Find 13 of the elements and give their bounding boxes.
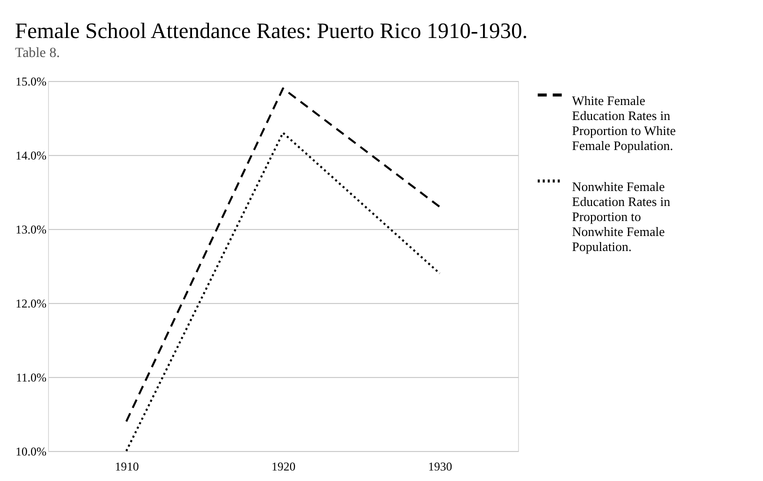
x-tick-label: 1930 bbox=[428, 460, 452, 474]
y-tick-label: 14.0% bbox=[16, 148, 46, 162]
x-tick-label: 1920 bbox=[272, 460, 296, 474]
chart-title: Female School Attendance Rates: Puerto Rico 1910-1930. bbox=[15, 18, 528, 43]
y-tick-label: 12.0% bbox=[16, 296, 46, 310]
y-tick-label: 13.0% bbox=[16, 222, 46, 236]
y-tick-label: 15.0% bbox=[16, 74, 46, 88]
legend-label: White Female Education Rates in Proportion to White Female Population. bbox=[572, 93, 676, 153]
chart-subtitle: Table 8. bbox=[15, 46, 60, 61]
y-tick-label: 11.0% bbox=[16, 370, 46, 384]
x-tick-label: 1910 bbox=[114, 460, 139, 474]
y-tick-label: 10.0% bbox=[16, 444, 46, 458]
legend-label: Nonwhite Female Education Rates in Proportion to Nonwhite Female Population. bbox=[572, 179, 671, 254]
